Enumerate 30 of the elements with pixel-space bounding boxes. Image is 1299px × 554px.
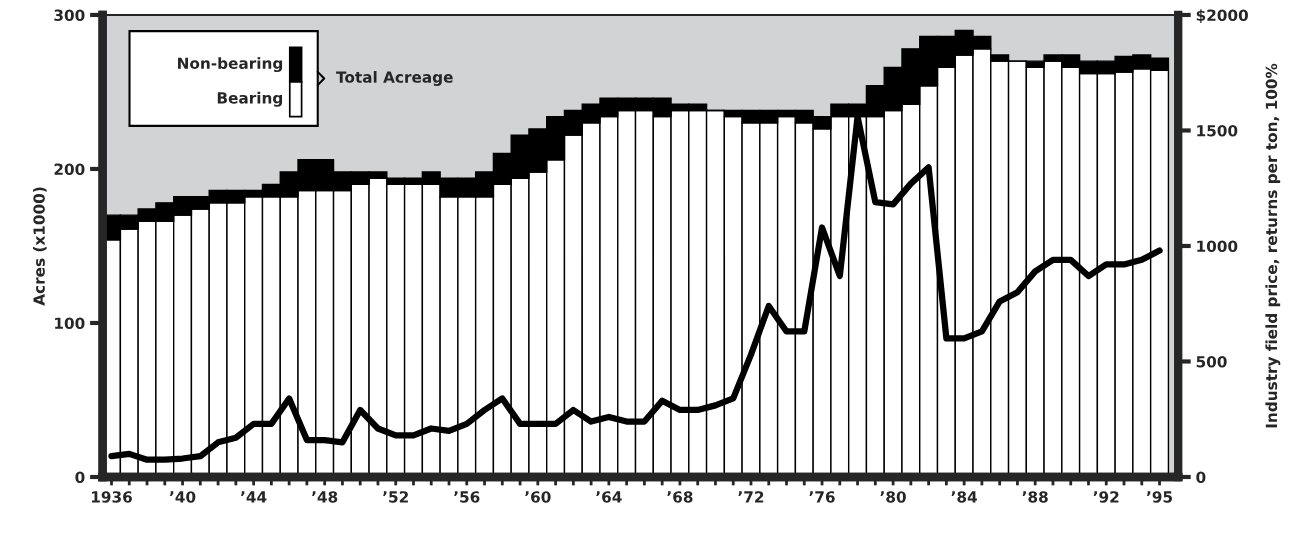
x-tick-label: ’60 (525, 491, 551, 503)
x-tick-label: ’64 (596, 491, 622, 503)
legend-title: Total Acreage (336, 71, 453, 86)
x-tick-label: ’95 (1146, 491, 1173, 503)
y2-axis-title: Industry field price, returns per ton, 100% (1265, 63, 1281, 428)
x-tick-label: ’40 (169, 491, 196, 503)
x-tick-label: ’84 (951, 491, 977, 503)
y2-tick-label: $2000 (1196, 9, 1248, 24)
y2-tick-label: 0 (1196, 471, 1206, 484)
x-tick-label: ’44 (241, 491, 267, 503)
x-tick-label: ’92 (1093, 491, 1119, 503)
y-tick-label: 200 (54, 163, 85, 175)
x-tick-label: 1936 (91, 491, 132, 503)
y-tick-label: 300 (54, 9, 85, 21)
x-tick-label: ’68 (667, 491, 693, 503)
x-tick-label: ’76 (809, 491, 835, 503)
y2-tick-label: 1500 (1197, 124, 1238, 137)
x-tick-label: ’56 (454, 491, 480, 503)
x-tick-label: ’48 (312, 491, 338, 503)
y-tick-label: 100 (55, 317, 85, 329)
y2-tick-label: 500 (1196, 355, 1227, 368)
legend-label: Bearing (217, 91, 283, 107)
y2-tick-label: 1000 (1197, 240, 1238, 252)
legend-label: Non-bearing (178, 57, 283, 73)
x-tick-label: ’80 (880, 491, 906, 503)
x-tick-label: ’52 (383, 491, 408, 503)
y-axis-title: Acres (x1000) (33, 187, 47, 306)
y-tick-label: 0 (75, 471, 85, 484)
x-tick-label: ’72 (738, 491, 764, 503)
x-tick-label: ’88 (1022, 491, 1048, 503)
